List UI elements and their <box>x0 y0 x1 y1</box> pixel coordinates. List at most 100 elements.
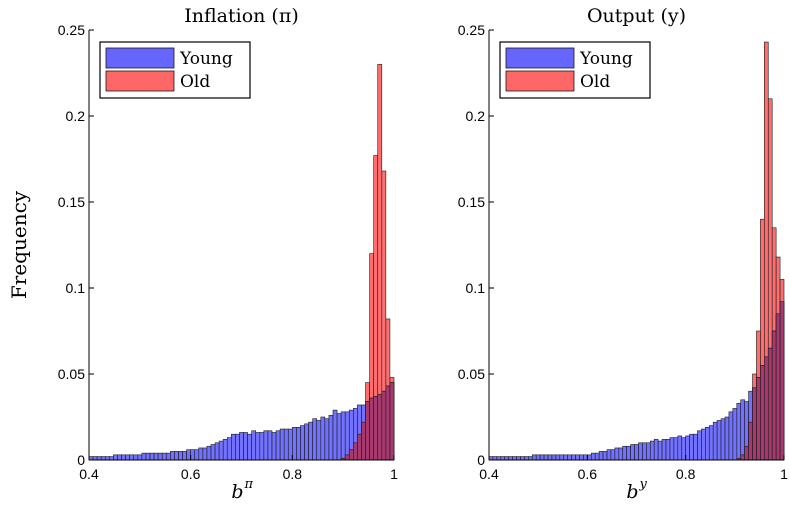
x-axis-label-superscript: π <box>244 477 254 492</box>
x-tick-label: 0.8 <box>283 466 303 482</box>
bar-young <box>732 408 738 461</box>
bar-young <box>712 421 718 461</box>
bar-young <box>296 427 301 461</box>
bar-overlap <box>389 382 395 461</box>
bar-young <box>720 418 726 461</box>
bar-young <box>113 454 118 461</box>
x-tick-label: 0.6 <box>181 466 201 482</box>
x-tick-label: 1 <box>780 466 788 482</box>
bar-overlap <box>760 365 765 461</box>
bar-overlap <box>381 390 387 461</box>
bar-young <box>300 425 305 461</box>
bar-young <box>598 451 604 461</box>
bar-young <box>634 444 639 461</box>
bar-young <box>587 454 592 461</box>
bar-young <box>555 454 561 461</box>
bar-young <box>575 454 580 461</box>
bar-young <box>559 454 565 461</box>
bar-young <box>649 440 655 461</box>
legend-label-old: Old <box>580 72 610 92</box>
bar-young <box>653 439 659 461</box>
bar-young <box>328 414 334 461</box>
bar-overlap <box>752 387 757 461</box>
bar-young <box>618 447 624 461</box>
bar-young <box>535 454 541 461</box>
bar-young <box>170 451 175 461</box>
bar-young <box>665 439 671 461</box>
bar-overlap <box>353 442 358 461</box>
bar-young <box>673 437 679 461</box>
bar-young <box>602 451 608 461</box>
bar-young <box>267 430 273 461</box>
bar-young <box>340 411 346 461</box>
bar-young <box>235 433 240 461</box>
bar-young <box>243 432 248 461</box>
bar-overlap <box>385 385 391 461</box>
bar-overlap <box>775 313 781 461</box>
bar-young <box>202 447 208 461</box>
bar-young <box>161 452 167 461</box>
bar-young <box>222 439 228 461</box>
bar-young <box>194 449 200 461</box>
bar-young <box>630 444 635 461</box>
bar-overlap <box>744 445 749 461</box>
bar-overlap <box>357 433 362 461</box>
bar-young <box>606 449 612 461</box>
x-tick-label: 0.4 <box>79 466 99 482</box>
bar-overlap <box>344 454 350 461</box>
bar-young <box>681 437 686 461</box>
bar-overlap <box>764 356 769 461</box>
bar-young <box>117 454 122 461</box>
bar-young <box>312 418 318 461</box>
bar-young <box>259 432 265 461</box>
bar-young <box>551 454 557 461</box>
legend-label-young: Young <box>179 49 233 69</box>
bar-overlap <box>348 449 354 461</box>
bar-young <box>614 447 620 461</box>
bar-young <box>198 447 204 461</box>
bar-young <box>583 454 588 461</box>
y-tick-label: 0.05 <box>458 366 485 382</box>
bar-young <box>92 456 98 461</box>
bar-young <box>547 454 553 461</box>
series-young <box>88 382 395 461</box>
bar-young <box>133 454 139 461</box>
chart-title: Output (y) <box>587 5 686 27</box>
y-tick-label: 0.2 <box>466 108 486 124</box>
bar-young <box>693 433 698 461</box>
bar-overlap <box>767 347 773 461</box>
bar-young <box>287 428 293 461</box>
bar-young <box>206 445 212 461</box>
bar-young <box>292 427 297 461</box>
bar-young <box>728 411 734 461</box>
bar-young <box>283 428 289 461</box>
bar-young <box>496 456 502 461</box>
y-tick-label: 0 <box>77 452 85 468</box>
bar-young <box>96 456 102 461</box>
chart-panel-inflation: Inflation (π) 0 0.05 0.1 0.15 0.2 0.25 0.4 0.6 0.… <box>58 5 398 503</box>
bar-young <box>563 454 568 461</box>
bar-young <box>594 452 600 461</box>
bar-young <box>104 456 110 461</box>
bar-young <box>500 456 506 461</box>
y-tick-label: 0.1 <box>466 280 486 296</box>
bar-young <box>190 449 196 461</box>
bar-young <box>279 428 285 461</box>
bar-young <box>332 409 338 461</box>
bar-young <box>174 451 179 461</box>
bar-young <box>520 456 525 461</box>
bar-young <box>622 445 627 461</box>
bar-young <box>231 433 236 461</box>
bar-young <box>336 413 342 461</box>
bar-young <box>590 452 596 461</box>
y-axis-label: Frequency <box>7 190 31 299</box>
x-tick-label: 0.6 <box>578 466 598 482</box>
bar-young <box>304 423 309 461</box>
y-tick-label: 0.25 <box>58 22 85 38</box>
x-axis-label: b <box>231 481 243 503</box>
bar-young <box>178 451 183 461</box>
bar-overlap <box>771 330 777 461</box>
bar-young <box>661 439 667 461</box>
bar-young <box>239 432 244 461</box>
